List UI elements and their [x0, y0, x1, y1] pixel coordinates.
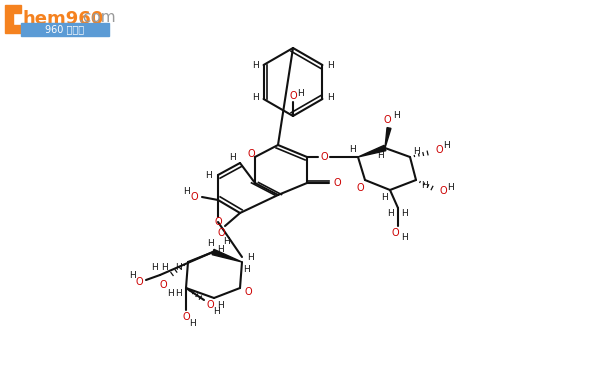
Text: O: O — [356, 183, 364, 193]
Polygon shape — [358, 146, 386, 157]
Polygon shape — [5, 5, 21, 33]
Text: O: O — [159, 280, 167, 290]
Bar — [21, 23, 109, 36]
Text: O: O — [320, 152, 328, 162]
Text: H: H — [175, 262, 182, 272]
Text: H: H — [446, 183, 453, 192]
Text: H: H — [183, 186, 189, 195]
Text: .com: .com — [78, 10, 116, 25]
Text: H: H — [382, 194, 388, 202]
Text: O: O — [289, 91, 297, 101]
Text: H: H — [443, 141, 450, 150]
Text: H: H — [247, 252, 253, 261]
Text: H: H — [244, 266, 250, 274]
Text: H: H — [206, 171, 212, 180]
Text: O: O — [135, 277, 143, 287]
Text: H: H — [348, 146, 355, 154]
Text: O: O — [435, 145, 443, 155]
Text: H: H — [252, 93, 259, 102]
Text: O: O — [439, 186, 447, 196]
Text: H: H — [388, 209, 394, 218]
Text: H: H — [252, 62, 259, 70]
Text: H: H — [152, 262, 159, 272]
Text: H: H — [175, 288, 182, 297]
Text: H: H — [224, 237, 231, 246]
Text: O: O — [383, 115, 391, 125]
Text: O: O — [391, 228, 399, 238]
Text: H: H — [296, 88, 303, 98]
Text: O: O — [333, 178, 341, 188]
Text: hem960: hem960 — [22, 10, 103, 28]
Text: H: H — [168, 288, 174, 297]
Text: H: H — [402, 209, 408, 218]
Text: O: O — [182, 312, 190, 322]
Text: H: H — [162, 262, 168, 272]
Text: H: H — [214, 306, 220, 315]
Text: H: H — [393, 111, 399, 120]
Text: O: O — [244, 287, 252, 297]
Text: H: H — [189, 320, 197, 328]
Text: H: H — [327, 62, 334, 70]
Text: H: H — [217, 302, 223, 310]
Text: O: O — [214, 217, 222, 227]
Text: 960 化工网: 960 化工网 — [45, 24, 85, 34]
Polygon shape — [212, 249, 242, 262]
Text: O: O — [190, 192, 198, 202]
Text: H: H — [229, 153, 235, 162]
Text: O: O — [206, 300, 214, 310]
Text: H: H — [414, 147, 420, 156]
Text: H: H — [217, 244, 223, 254]
Text: H: H — [207, 238, 214, 248]
Text: H: H — [327, 93, 334, 102]
Text: O: O — [247, 149, 255, 159]
Text: H: H — [129, 270, 136, 279]
Text: O: O — [217, 228, 225, 238]
Polygon shape — [385, 128, 391, 148]
Text: H: H — [402, 232, 408, 242]
Text: H: H — [420, 180, 427, 189]
Text: H: H — [377, 152, 384, 160]
